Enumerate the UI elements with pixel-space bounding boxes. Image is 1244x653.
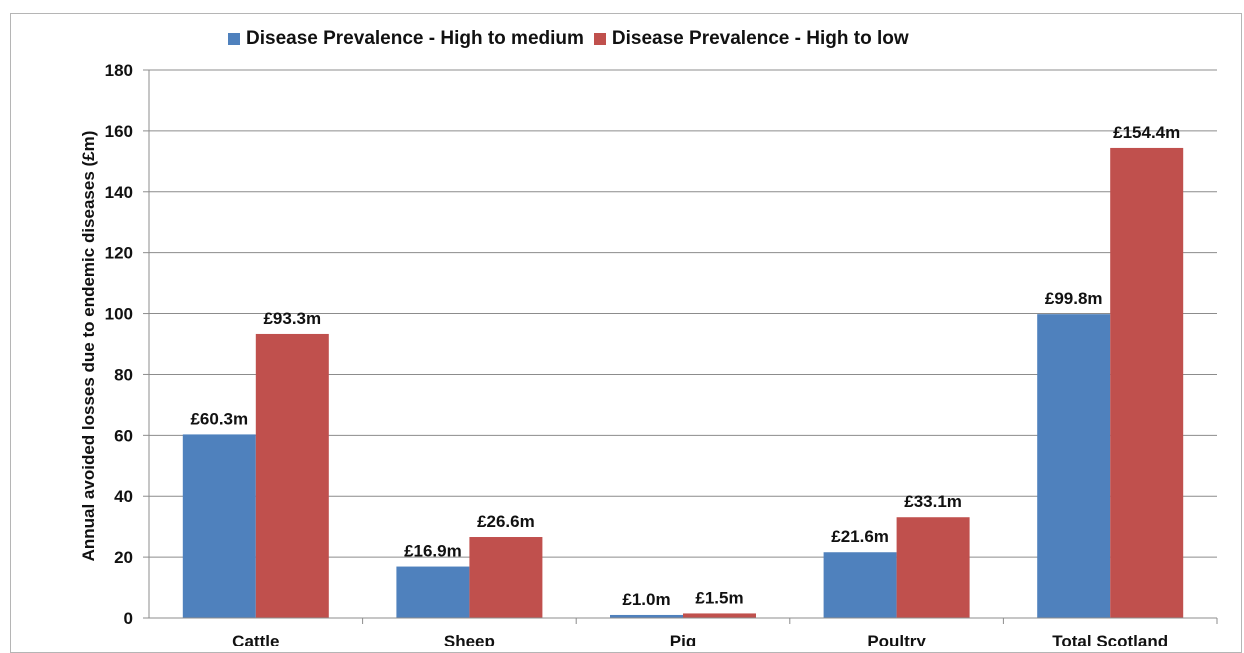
y-tick-label-40: 40: [114, 487, 133, 506]
data-label-1-0: £93.3m: [263, 309, 321, 328]
axes: 0 20 40 60 80 100 120 140 160 180 Cattle Sheep Pig Po…: [105, 61, 1218, 646]
y-tick-label-80: 80: [114, 365, 133, 384]
y-tick-label-0: 0: [124, 609, 133, 628]
data-label-0-1: £16.9m: [404, 542, 462, 561]
data-label-1-1: £26.6m: [477, 512, 535, 531]
bar-0-3: [823, 552, 897, 618]
data-label-1-3: £33.1m: [904, 492, 962, 511]
y-tick-label-120: 120: [105, 244, 133, 263]
data-label-1-4: £154.4m: [1113, 123, 1180, 142]
bar-0-2: [610, 614, 683, 618]
y-axis-title: Annual avoided losses due to endemic dis…: [79, 131, 98, 562]
data-label-1-2: £1.5m: [695, 588, 743, 607]
data-label-0-2: £1.0m: [622, 590, 670, 609]
legend-swatch-high-to-medium: [228, 33, 240, 45]
bar-1-0: [255, 333, 329, 618]
bar-1-1: [469, 537, 543, 618]
data-label-0-0: £60.3m: [190, 409, 248, 428]
x-tick-label-0: Cattle: [232, 632, 279, 646]
x-tick-label-4: Total Scotland: [1052, 632, 1168, 646]
legend-label-high-to-medium: Disease Prevalence - High to medium: [246, 28, 584, 49]
legend-label-high-to-low: Disease Prevalence - High to low: [611, 28, 909, 49]
bars: [182, 147, 1184, 618]
y-tick-label-140: 140: [105, 183, 133, 202]
bar-1-4: [1110, 147, 1184, 618]
x-tick-label-2: Pig: [670, 632, 696, 646]
chart-legend: Disease Prevalence - High to medium Dise…: [228, 28, 919, 50]
bar-1-3: [896, 517, 970, 618]
bar-0-0: [182, 434, 256, 618]
y-tick-label-180: 180: [105, 61, 133, 80]
y-tick-label-60: 60: [114, 426, 133, 445]
y-tick-label-160: 160: [105, 122, 133, 141]
data-labels: £60.3m £93.3m £16.9m £26.6m £1.0m £1.5m £21.6m…: [190, 123, 1180, 609]
x-tick-label-3: Poultry: [867, 632, 926, 646]
y-tick-label-20: 20: [114, 548, 133, 567]
data-label-0-4: £99.8m: [1045, 289, 1103, 308]
bar-0-4: [1037, 314, 1111, 618]
legend-item-high-to-low: Disease Prevalence - High to low: [593, 28, 909, 50]
y-tick-label-100: 100: [105, 305, 133, 324]
legend-swatch-high-to-low: [593, 33, 606, 45]
bar-1-2: [683, 613, 756, 618]
data-label-0-3: £21.6m: [831, 527, 889, 546]
bar-0-1: [396, 566, 470, 618]
x-tick-label-1: Sheep: [444, 632, 495, 646]
legend-item-high-to-medium: Disease Prevalence - High to medium: [228, 28, 584, 50]
